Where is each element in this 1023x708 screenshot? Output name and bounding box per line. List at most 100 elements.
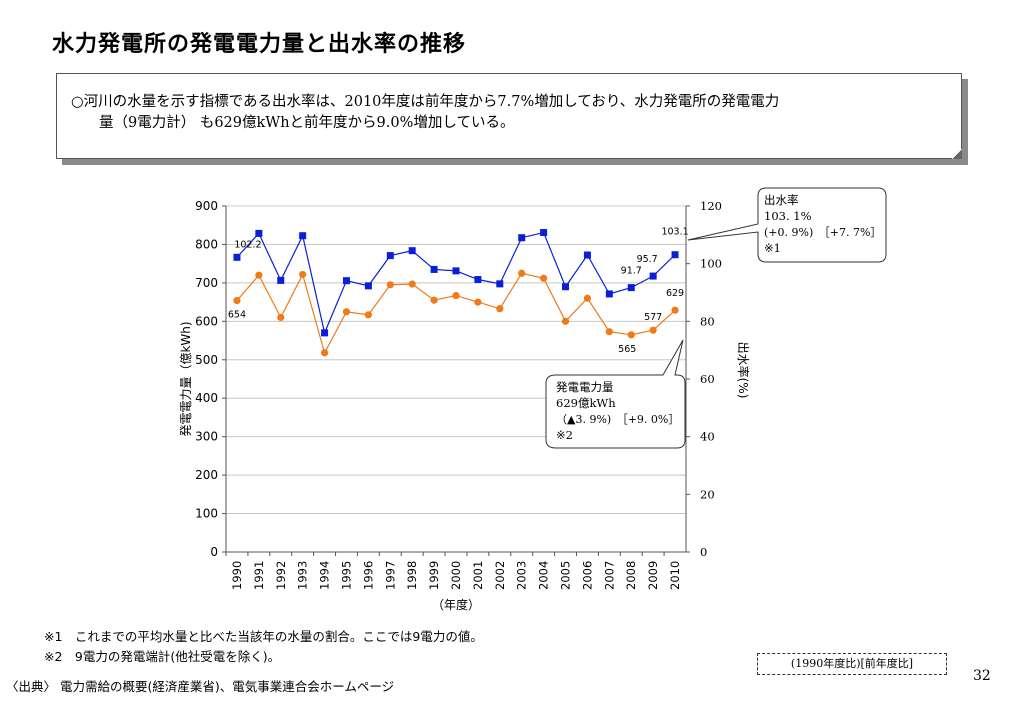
- flow-rate-point: [627, 284, 635, 292]
- right-tick-label: 60: [700, 372, 715, 386]
- flow-rate-point: [386, 252, 394, 260]
- x-tick-label: 1998: [405, 561, 419, 590]
- data-labels: 102.2 91.795.7 103.1 654 565 577 629: [228, 227, 689, 355]
- generation-callout-line-4: ※2: [556, 428, 573, 442]
- y-axis-left-label: 発電電力量（億kWh): [179, 321, 193, 436]
- left-tick-labels: 0 100 200 300 400 500 600 700 800 900: [195, 199, 226, 559]
- generation-point: [364, 311, 372, 319]
- x-tick-label: 2006: [580, 561, 594, 590]
- x-tick-label: 1991: [252, 561, 266, 590]
- flow-rate-point: [233, 253, 241, 261]
- generation-point: [496, 305, 504, 313]
- generation-point: [452, 291, 460, 300]
- generation-point: [649, 326, 657, 334]
- generation-point: [320, 349, 329, 357]
- flow-rate-point: [562, 283, 570, 291]
- left-tick-label: 100: [195, 507, 218, 521]
- x-tick-label: 1996: [361, 561, 375, 590]
- right-tick-label: 20: [700, 487, 715, 501]
- comparison-legend-note: (1990年度比)[前年度比]: [757, 653, 947, 675]
- left-tick-label: 900: [195, 199, 218, 213]
- generation-point: [474, 298, 482, 306]
- flow-callout-line-1: 出水率: [764, 193, 799, 207]
- x-tick-label: 2001: [471, 561, 485, 590]
- left-tick-label: 400: [195, 391, 218, 405]
- footnote-2: ※2 9電力の発電端計(他社受電を除く)。: [44, 649, 281, 664]
- generation-point: [342, 308, 351, 316]
- footnote-1: ※1 これまでの平均水量と比べた当該年の水量の割合。ここでは9電力の値。: [44, 629, 483, 644]
- generation-callout-line-2: 629億kWh: [556, 396, 616, 410]
- left-tick-label: 200: [195, 468, 218, 482]
- x-tick-label: 2008: [624, 561, 638, 590]
- generation-point: [408, 280, 416, 288]
- flow-callout-bubble: [687, 187, 887, 263]
- generation-point: [671, 306, 679, 314]
- left-tick-label: 500: [195, 353, 218, 367]
- generation-point: [430, 296, 438, 304]
- x-tick-label: 1992: [274, 561, 288, 590]
- y-axis-right-label: 出水率(%): [736, 342, 751, 399]
- data-label: 629: [666, 288, 684, 299]
- generation-point: [583, 294, 592, 302]
- x-tick-labels: 1990 1991 1992 1993 1994 1995 1996 1997 1998 1999…: [225, 552, 682, 590]
- page-number: 32: [973, 668, 991, 684]
- x-tick-label: 1993: [296, 561, 310, 590]
- flow-rate-point: [364, 282, 372, 290]
- generation-point: [540, 274, 548, 282]
- x-tick-label: 1990: [230, 561, 244, 590]
- flow-callout-line-2: 103. 1%: [764, 209, 812, 223]
- summary-line-1: ○河川の水量を示す指標である出水率は、2010年度は前年度から7.7%増加してお…: [71, 94, 780, 110]
- x-tick-label: 1999: [427, 561, 441, 590]
- data-label: 91.7: [621, 266, 642, 277]
- flow-rate-point: [671, 251, 679, 259]
- flow-rate-point: [452, 267, 460, 275]
- x-tick-label: 2003: [515, 561, 529, 590]
- generation-callout-line-3: （▲3. 9%) ［+9. 0%］: [556, 413, 679, 426]
- left-tick-label: 700: [195, 276, 218, 290]
- series-flow-rate: [233, 229, 679, 337]
- flow-rate-point: [255, 229, 263, 237]
- flow-rate-point: [277, 276, 285, 284]
- right-tick-labels: 0 20 40 60 80 100 120: [686, 199, 722, 559]
- flow-callout-line-4: ※1: [764, 241, 781, 255]
- flow-rate-point: [408, 247, 416, 255]
- right-tick-label: 80: [700, 314, 715, 328]
- left-tick-label: 300: [195, 430, 218, 444]
- x-tick-label: 1997: [383, 561, 397, 590]
- page-title: 水力発電所の発電電力量と出水率の推移: [52, 32, 467, 57]
- data-label: 95.7: [637, 254, 658, 265]
- x-tick-label: 1994: [318, 561, 332, 590]
- generation-point: [386, 281, 394, 289]
- flow-rate-point: [299, 232, 307, 240]
- flow-rate-point: [430, 265, 438, 273]
- generation-point: [627, 331, 635, 339]
- x-tick-label: 2010: [668, 561, 682, 590]
- right-tick-label: 120: [700, 199, 722, 213]
- data-label: 103.1: [661, 227, 688, 238]
- data-label: 577: [644, 312, 662, 323]
- source-citation: 〈出典〉 電力需給の概要(経済産業省)、電気事業連合会ホームページ: [6, 679, 395, 694]
- flow-rate-point: [321, 329, 329, 337]
- generation-point: [299, 270, 307, 279]
- generation-point: [233, 296, 241, 305]
- x-tick-label: 2004: [537, 561, 551, 590]
- left-tick-label: 0: [210, 545, 218, 559]
- x-axis-label: （年度）: [432, 597, 480, 612]
- data-label: 565: [618, 344, 636, 355]
- generation-point: [255, 271, 263, 279]
- left-tick-label: 600: [195, 314, 218, 328]
- flow-rate-point: [649, 272, 657, 280]
- data-label: 654: [228, 310, 246, 321]
- summary-fold-corner: [952, 149, 962, 159]
- flow-rate-point: [605, 290, 613, 298]
- x-tick-label: 2009: [646, 561, 660, 590]
- summary-box: ○河川の水量を示す指標である出水率は、2010年度は前年度から7.7%増加してお…: [56, 73, 962, 159]
- x-tick-label: 2002: [493, 561, 507, 590]
- generation-point: [277, 313, 285, 322]
- right-tick-label: 100: [700, 257, 722, 271]
- generation-point: [605, 328, 613, 336]
- series-generation: [233, 269, 679, 357]
- x-tick-label: 2007: [602, 561, 616, 590]
- generation-point: [518, 269, 526, 277]
